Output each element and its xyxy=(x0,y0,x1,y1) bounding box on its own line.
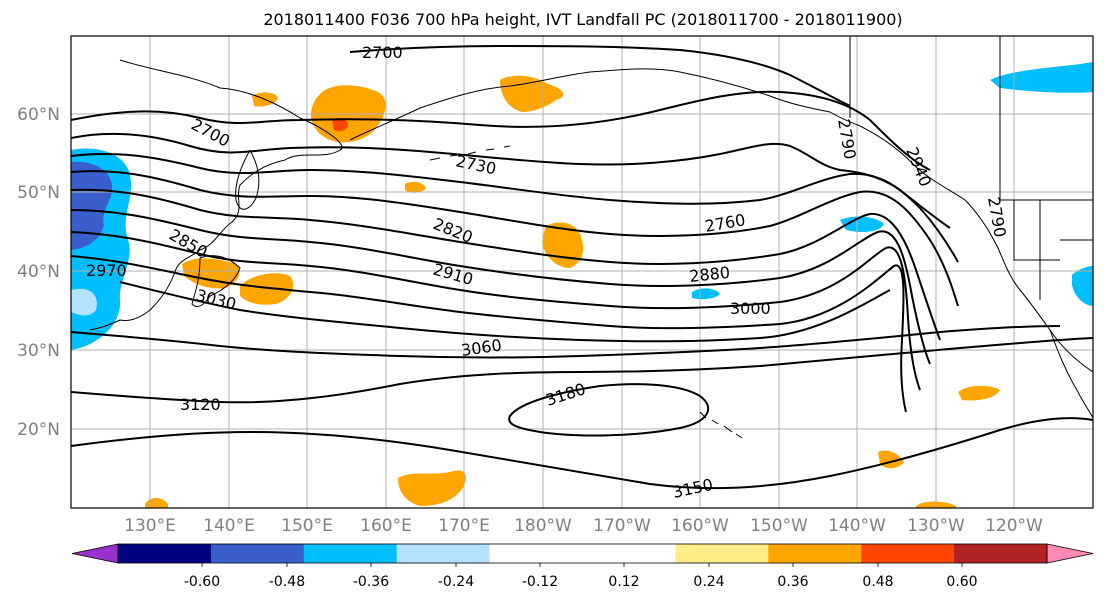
contour-line xyxy=(508,383,710,437)
colorbar-extend-high xyxy=(1046,543,1094,564)
colorbar-swatch xyxy=(582,544,676,563)
contour-line xyxy=(71,188,941,341)
lon-label: 130°W xyxy=(907,516,965,536)
colorbar-swatch xyxy=(675,544,769,563)
colorbar-swatch xyxy=(210,544,305,563)
contour-line xyxy=(119,281,891,343)
positive-anomaly-japan-east xyxy=(182,258,240,289)
strong-negative-anomaly-west xyxy=(71,161,113,250)
contour-label: 2970 xyxy=(86,261,127,280)
positive-anomaly-south-east xyxy=(958,385,1000,401)
strong-positive-anomaly-bering xyxy=(332,117,348,132)
colorbar-outline xyxy=(117,543,1048,564)
colorbar-swatch xyxy=(396,544,491,563)
alaska-coast xyxy=(349,68,861,141)
lon-label: 140°W xyxy=(828,516,886,536)
latitude-labels: 60°N 50°N 40°N 30°N 20°N xyxy=(17,105,60,440)
asia-coast xyxy=(89,59,343,331)
colorbar xyxy=(71,543,1094,567)
lon-label: 150°E xyxy=(281,516,333,536)
colorbar-extend-low xyxy=(71,543,119,564)
colorbar-tick-label: -0.60 xyxy=(184,574,220,590)
weak-negative-anomaly-west xyxy=(71,288,97,316)
contour-label: 3000 xyxy=(730,299,771,318)
height-contours xyxy=(71,44,1093,490)
lon-label: 140°E xyxy=(203,516,255,536)
negative-anomaly-canada xyxy=(990,62,1093,93)
graticule xyxy=(71,36,1093,508)
positive-anomaly-japan-south xyxy=(240,273,294,305)
contour-line xyxy=(71,170,959,307)
colorbar-tick-labels: -0.60 -0.48 -0.36 -0.24 -0.12 0.12 0.24 … xyxy=(184,574,978,590)
colorbar-swatch xyxy=(861,544,955,563)
lon-label: 160°W xyxy=(671,516,729,536)
colorbar-tick-label: 0.48 xyxy=(862,574,893,590)
lon-label: 170°E xyxy=(438,516,490,536)
colorbar-swatch xyxy=(303,544,398,563)
lat-label: 40°N xyxy=(17,262,60,282)
contour-line xyxy=(71,417,1093,490)
aleutians xyxy=(429,145,511,161)
map-area: 2700 2700 2730 2760 2790 2790 2820 2850 … xyxy=(71,36,1093,508)
contour-line xyxy=(71,231,921,391)
colorbar-swatch xyxy=(954,544,1048,563)
positive-anomaly-aleutian xyxy=(405,181,426,193)
lon-label: 160°E xyxy=(360,516,412,536)
contour-line xyxy=(71,255,907,413)
colorbar-tick-label: 0.12 xyxy=(608,574,639,590)
lon-label: 170°W xyxy=(593,516,651,536)
lon-label: 150°W xyxy=(750,516,808,536)
positive-anomaly-south-west xyxy=(398,470,467,506)
contour-line xyxy=(71,337,1093,404)
colorbar-tick-label: 0.36 xyxy=(777,574,808,590)
negative-anomaly-california xyxy=(1072,266,1093,306)
contour-label: 3120 xyxy=(180,395,221,414)
colorbar-swatch xyxy=(768,544,862,563)
contour-label: 2880 xyxy=(688,263,730,286)
hawaii xyxy=(699,411,743,439)
contour-line xyxy=(71,209,931,365)
colorbar-tick-label: -0.12 xyxy=(522,574,558,590)
contour-line xyxy=(349,44,851,107)
lat-label: 20°N xyxy=(17,420,60,440)
colorbar-swatch xyxy=(489,544,583,563)
contour-line xyxy=(71,90,931,171)
contour-line xyxy=(71,152,959,263)
negative-anomaly-gulf xyxy=(840,216,884,232)
lat-label: 30°N xyxy=(17,341,60,361)
coastlines xyxy=(89,36,1093,439)
north-america-coast xyxy=(859,125,1093,373)
colorbar-swatch xyxy=(118,544,212,563)
lon-label: 180°W xyxy=(514,516,572,536)
colorbar-tick-label: -0.24 xyxy=(438,574,474,590)
lon-label: 120°W xyxy=(985,516,1043,536)
longitude-labels: 130°E 140°E 150°E 160°E 170°E 180°W 170°… xyxy=(124,516,1043,536)
colorbar-tick-label: -0.36 xyxy=(353,574,389,590)
colorbar-tick-label: -0.48 xyxy=(269,574,305,590)
lat-label: 60°N xyxy=(17,105,60,125)
us-states xyxy=(1013,200,1093,300)
contour-line xyxy=(71,325,1061,359)
negative-anomaly-hawaii-north xyxy=(692,288,720,300)
contour-line xyxy=(71,132,951,229)
lon-label: 130°E xyxy=(124,516,176,536)
colorbar-tick-label: 0.24 xyxy=(693,574,724,590)
colorbar-tick-label: 0.60 xyxy=(946,574,977,590)
canada-border xyxy=(849,36,1093,201)
map-title: 2018011400 F036 700 hPa height, IVT Land… xyxy=(263,10,902,29)
map-frame xyxy=(70,35,1094,509)
baja xyxy=(1049,329,1093,419)
contour-label: 2700 xyxy=(362,43,403,62)
positive-anomaly-bottom-left xyxy=(145,498,168,508)
lat-label: 50°N xyxy=(17,183,60,203)
